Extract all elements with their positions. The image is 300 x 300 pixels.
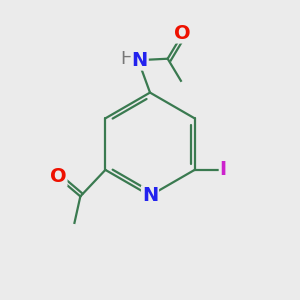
- Text: O: O: [50, 167, 67, 186]
- Text: O: O: [174, 24, 191, 43]
- Text: I: I: [220, 160, 227, 179]
- Text: H: H: [120, 50, 134, 68]
- Text: N: N: [132, 51, 148, 70]
- Text: N: N: [142, 186, 158, 205]
